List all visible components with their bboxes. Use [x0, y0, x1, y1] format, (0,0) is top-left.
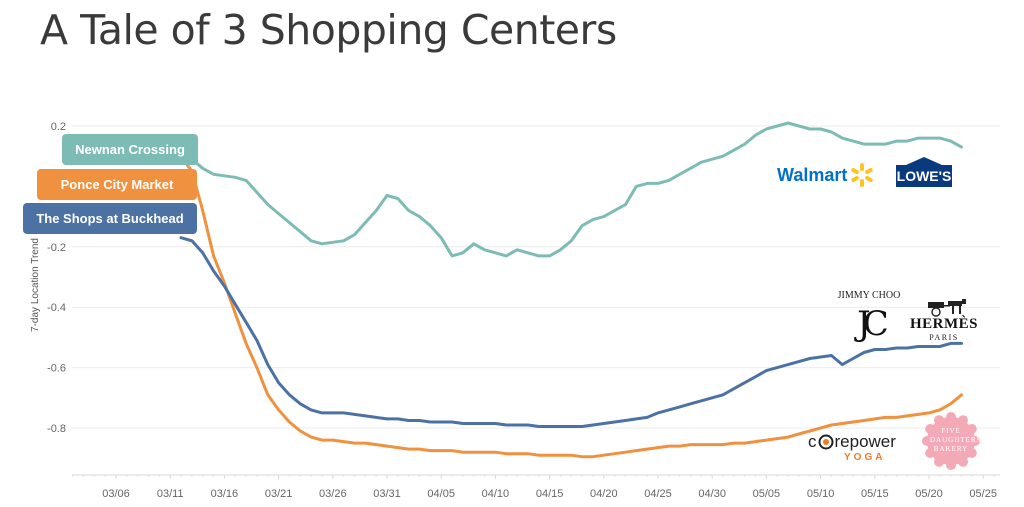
x-tick-label: 05/05 — [753, 488, 781, 500]
horse-carriage-icon — [928, 299, 966, 317]
walmart-logo: Walmart — [777, 162, 875, 188]
x-tick-label: 05/25 — [969, 488, 997, 500]
bakery-badge-icon — [922, 412, 980, 470]
walmart-wordmark: Walmart — [777, 164, 848, 185]
y-tick-labels: 0.2 -0.2 -0.4 -0.6 -0.8 — [47, 121, 66, 435]
x-tick-label: 04/30 — [698, 488, 726, 500]
corepower-yoga-text: YOGA — [844, 452, 886, 463]
grid-layer — [72, 125, 1000, 476]
x-tick-label: 04/10 — [482, 488, 510, 500]
x-tick-label: 03/16 — [211, 488, 239, 500]
series-label-shops-at-buckhead: The Shops at Buckhead — [23, 203, 197, 234]
series-line-shops-at-buckhead — [179, 236, 963, 428]
series-label-newnan-crossing: Newnan Crossing — [62, 134, 198, 165]
lowes-logo: LOWE'S — [890, 156, 958, 188]
y-tick-label: 0.2 — [51, 121, 66, 133]
jimmy-choo-wordmark: JIMMY CHOO — [837, 290, 901, 301]
walmart-spark-icon — [851, 163, 874, 187]
x-tick-label: 04/20 — [590, 488, 618, 500]
corepower-wordmark: repower — [834, 432, 896, 451]
series-line-newnan-crossing — [179, 121, 963, 258]
hermes-wordmark: HERMÈS — [909, 316, 978, 332]
x-tick-label: 05/15 — [861, 488, 889, 500]
y-tick-label: -0.2 — [47, 242, 66, 254]
x-tick-label: 03/21 — [265, 488, 293, 500]
lowes-wordmark: LOWE'S — [896, 168, 952, 184]
hermes-logo: HERMÈS PARIS — [906, 298, 982, 346]
x-tick-label: 05/10 — [807, 488, 835, 500]
series-line-ponce-city-market — [179, 154, 963, 459]
hermes-paris: PARIS — [929, 333, 959, 342]
y-tick-label: -0.6 — [47, 363, 66, 375]
y-tick-label: -0.8 — [47, 423, 66, 435]
jimmy-choo-logo: JIMMY CHOO JC — [832, 290, 906, 352]
corepower-c: c — [808, 432, 817, 451]
x-tick-label: 04/15 — [536, 488, 564, 500]
x-tick-label: 03/26 — [319, 488, 347, 500]
lowes-house-icon — [896, 157, 952, 187]
x-tick-label: 03/11 — [157, 488, 184, 500]
x-tick-label: 03/06 — [102, 488, 130, 500]
x-tick-label: 03/31 — [373, 488, 401, 500]
x-tick-labels: 03/06 03/11 03/16 03/21 03/26 03/31 04/05 04/10… — [72, 475, 997, 500]
five-daughters-bakery-logo: FIVE DAUGHTERS BAKERY — [922, 412, 980, 470]
bakery-wordmark: FIVE DAUGHTERS BAKERY — [930, 427, 982, 453]
jc-monogram: JC — [857, 304, 889, 344]
x-tick-label: 04/05 — [427, 488, 455, 500]
x-tick-label: 05/20 — [915, 488, 943, 500]
series-label-ponce-city-market: Ponce City Market — [37, 169, 197, 200]
series-layer — [179, 121, 963, 459]
y-tick-label: -0.4 — [47, 302, 66, 314]
y-axis-label: 7-day Location Trend — [30, 238, 41, 332]
corepower-circle-icon — [818, 434, 833, 450]
x-tick-label: 04/25 — [644, 488, 672, 500]
chart-title: A Tale of 3 Shopping Centers — [40, 6, 617, 54]
corepower-yoga-logo: c repower YOGA — [808, 432, 914, 466]
